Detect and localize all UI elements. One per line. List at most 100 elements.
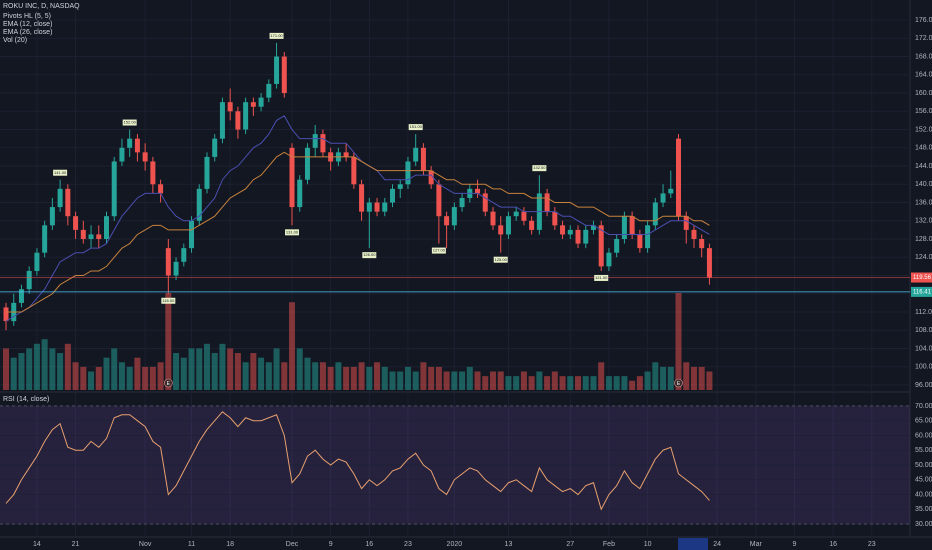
volume-bar (613, 376, 620, 390)
y-tick-label: 128.00 (915, 236, 932, 243)
volume-bar (582, 376, 589, 390)
candle-body (521, 211, 527, 221)
candle-body (668, 188, 674, 194)
volume-bar (397, 371, 404, 390)
x-tick-label: 27 (566, 541, 574, 548)
volume-bar (544, 376, 551, 390)
candle-body (691, 229, 697, 240)
volume-bar (698, 366, 705, 390)
pivot-box (53, 169, 68, 176)
x-tick-label: 16 (365, 541, 373, 548)
candle-body (127, 138, 133, 148)
y-tick-label: 144.00 (915, 163, 932, 170)
volume-bar (513, 376, 520, 390)
earnings-marker (674, 378, 683, 388)
x-tick-label: 10 (644, 541, 652, 548)
volume-bar (18, 353, 25, 390)
volume-bar (157, 362, 164, 390)
x-tick-label: 2020 (447, 541, 463, 548)
candle-body (312, 134, 318, 148)
volume-bar (428, 366, 435, 390)
y-tick-label: 156.00 (915, 108, 932, 115)
indicator-label: EMA (12, close) (3, 21, 52, 28)
marks (0, 42, 910, 511)
candle-body (73, 216, 79, 230)
candle-body (645, 225, 651, 249)
volume-bar (466, 366, 473, 390)
volume-bar (551, 371, 558, 390)
volume-bar (103, 357, 110, 390)
volume-bar (482, 376, 489, 390)
volume-bar (80, 366, 87, 390)
x-tick-label: 13 (505, 541, 513, 548)
candle-body (196, 188, 202, 221)
candle-body (451, 207, 457, 226)
volume-bar (690, 366, 697, 390)
rsi-title: RSI (14, close) (3, 396, 49, 403)
volume-bar (88, 371, 95, 390)
volume-bar (343, 366, 350, 390)
candle-body (65, 188, 71, 217)
candle-body (274, 56, 280, 84)
symbol-title: ROKU INC, D, NASDAQ (3, 3, 80, 10)
candle-body (475, 188, 481, 194)
candle-body (304, 147, 310, 180)
x-tick-label: 9 (329, 541, 333, 548)
y-tick-label: 140.00 (915, 181, 932, 188)
pivot-box (122, 119, 137, 126)
volume-bar (459, 371, 466, 390)
volume-bar (219, 343, 226, 390)
volume-bar (3, 348, 9, 390)
volume-bar (33, 343, 40, 390)
y-tick-label: 176.00 (915, 17, 932, 24)
candle-body (250, 102, 256, 107)
volume-bar (134, 357, 141, 390)
pivot-label: 142.00 (533, 165, 546, 170)
candle-body (505, 216, 511, 235)
candle-body (297, 179, 303, 208)
x-tick-label: Mar (750, 541, 763, 548)
volume-bar (536, 371, 543, 390)
price-line-label: 116.41 (913, 289, 932, 295)
volume-bar (489, 371, 496, 390)
volume-bar (289, 302, 296, 390)
volume-bar (590, 376, 597, 390)
x-tick-label: Dec (286, 541, 299, 548)
candle-body (390, 188, 395, 203)
volume-bar (196, 348, 203, 390)
earnings-label: E (167, 381, 171, 387)
pivot-label: 127.00 (433, 248, 446, 253)
volume-bar (242, 362, 249, 390)
volume-bar (412, 371, 419, 390)
candle-body (444, 216, 450, 226)
candle-body (320, 134, 326, 153)
candle-body (490, 211, 496, 226)
y-tick-label: 160.00 (915, 90, 932, 97)
volume-bar (57, 353, 64, 390)
rsi-tick-label: 30.00 (915, 521, 932, 528)
candle-body (552, 211, 558, 226)
candle-body (436, 184, 442, 217)
candle-body (281, 56, 287, 94)
volume-bar (575, 376, 582, 390)
candle-body (26, 270, 32, 290)
candle-body (158, 184, 164, 194)
y-tick-label: 168.00 (915, 53, 932, 60)
candle-body (103, 216, 109, 240)
volume-bar (149, 366, 156, 390)
volume-bar (404, 366, 411, 390)
y-tick-label: 136.00 (915, 199, 932, 206)
rsi-tick-label: 35.00 (915, 506, 932, 513)
y-tick-label: 96.00 (915, 382, 932, 389)
y-tick-label: 132.00 (915, 218, 932, 225)
candle-body (699, 239, 705, 249)
x-tick-label: Nov (139, 541, 152, 548)
x-tick-label: 23 (404, 541, 412, 548)
candle-body (181, 248, 187, 262)
rsi-tick-label: 50.00 (915, 462, 932, 469)
candle-body (374, 202, 380, 212)
y-tick-label: 152.00 (915, 126, 932, 133)
candle-body (382, 202, 388, 212)
candle-body (513, 211, 519, 217)
